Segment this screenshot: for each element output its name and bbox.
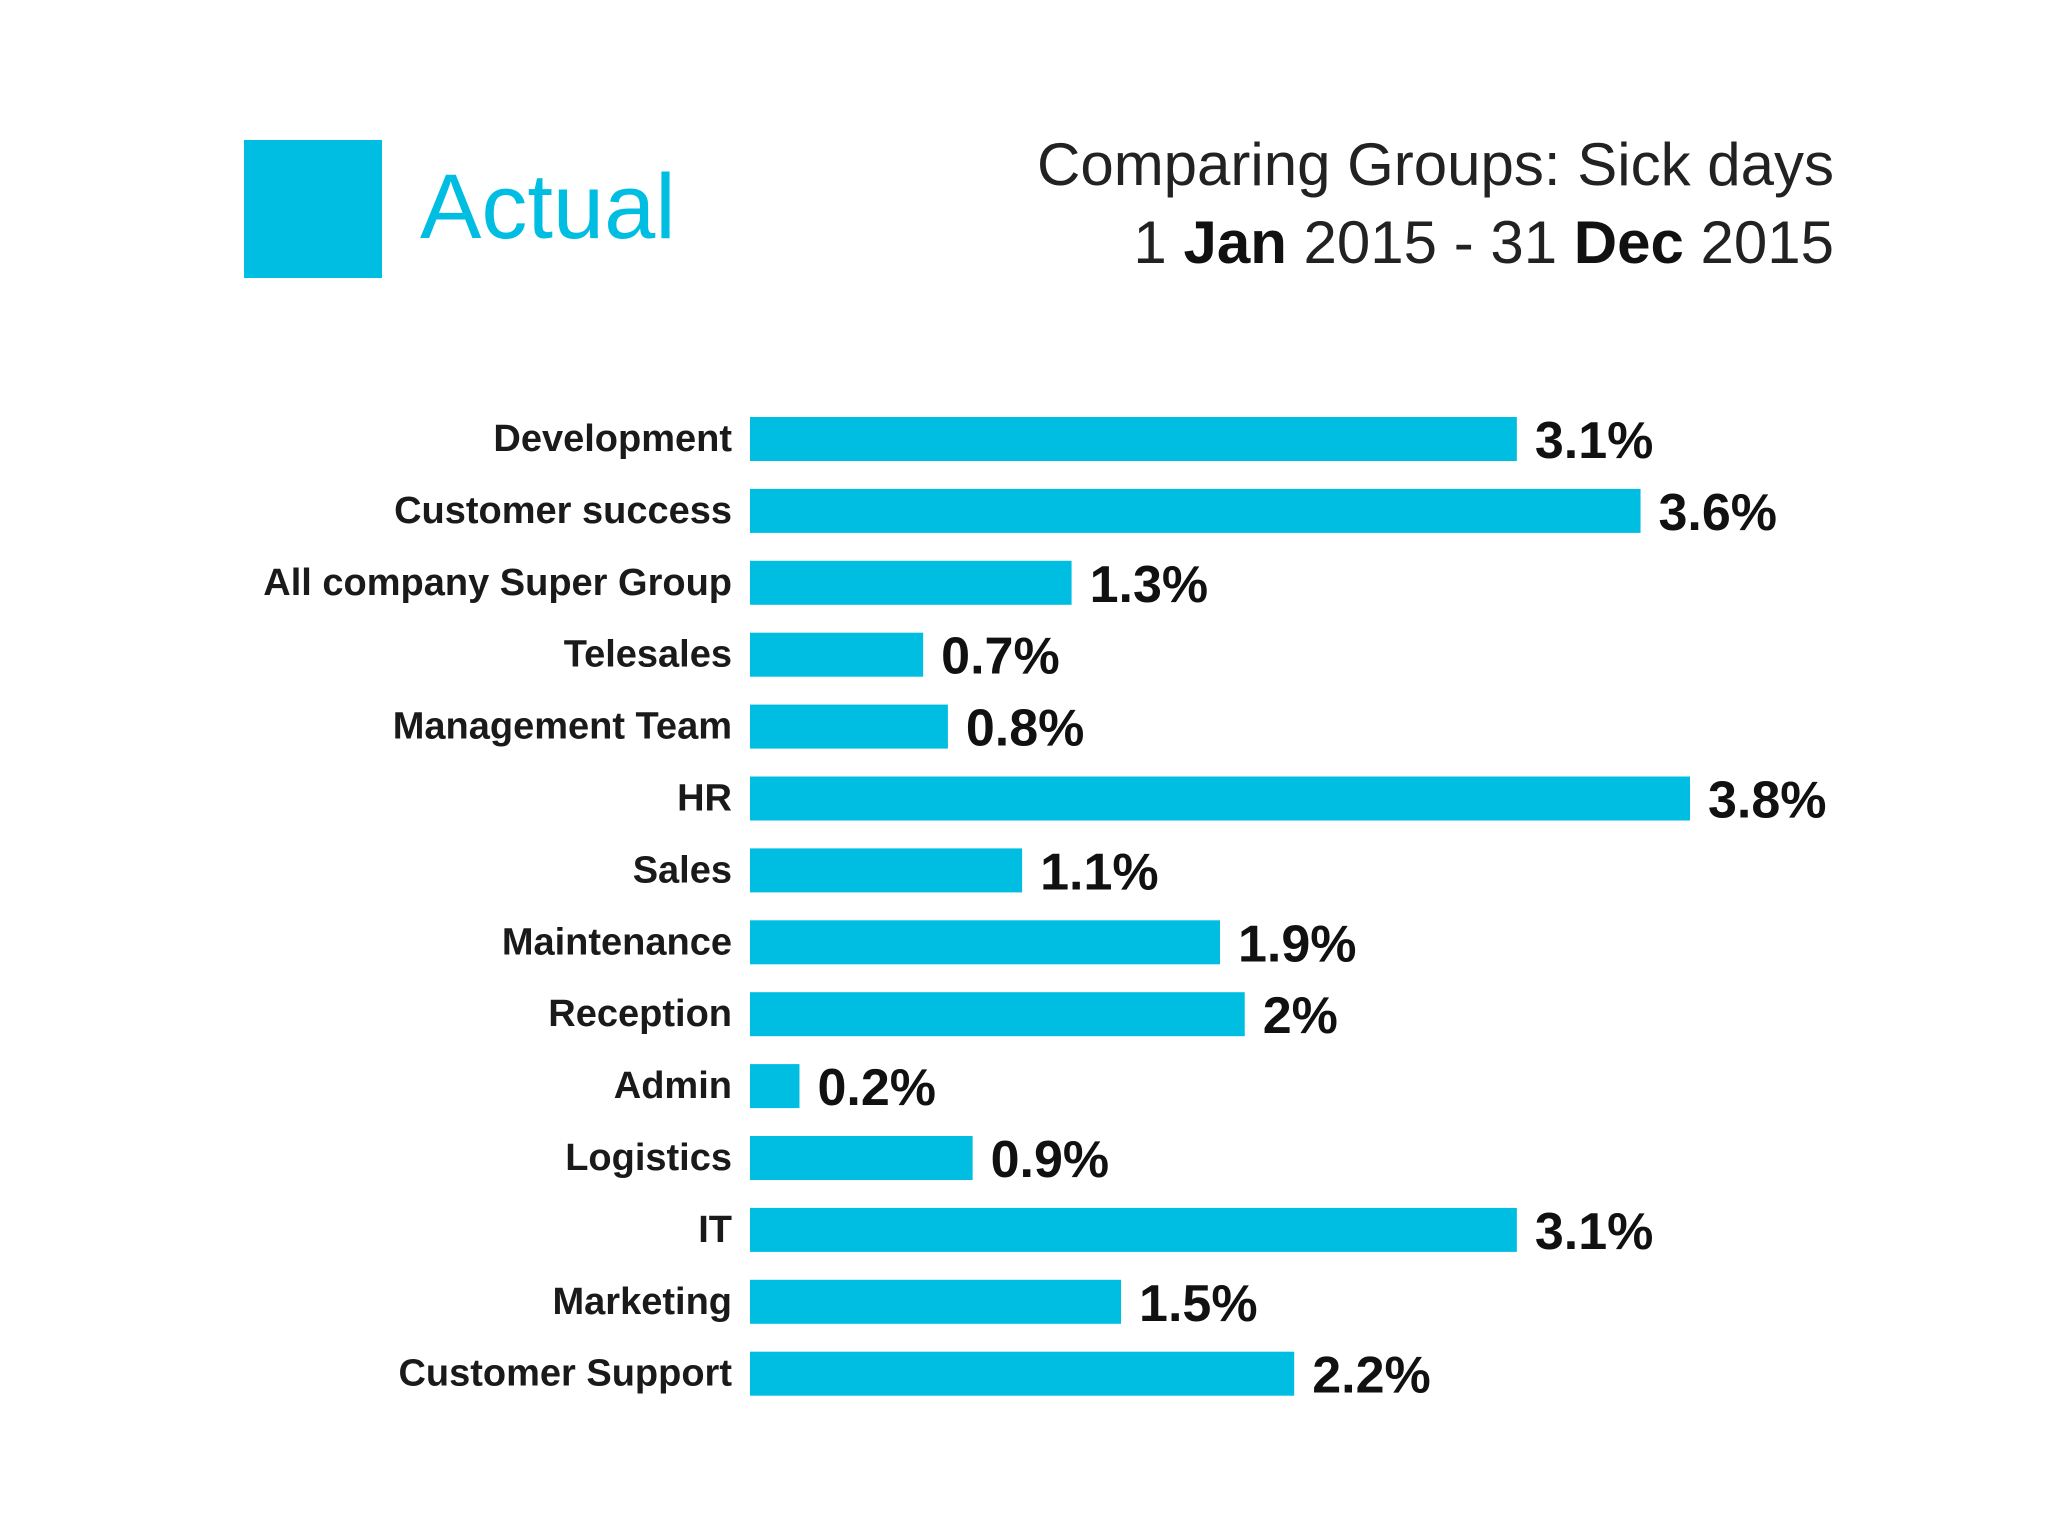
chart-title-line1: Comparing Groups: Sick days: [1037, 131, 1834, 198]
value-label: 0.9%: [991, 1131, 1110, 1189]
value-label: 1.5%: [1139, 1275, 1258, 1333]
end-year: 2015: [1700, 209, 1834, 276]
bar: [750, 632, 924, 677]
chart-title: Comparing Groups: Sick days 1 Jan 2015 -…: [1037, 126, 1834, 282]
category-label: Reception: [548, 993, 732, 1035]
legend-label: Actual: [420, 156, 676, 258]
value-label: 2%: [1263, 987, 1338, 1045]
value-label: 1.9%: [1238, 915, 1357, 973]
value-label: 0.7%: [941, 628, 1060, 686]
bar: [750, 776, 1690, 821]
start-day: 1: [1133, 209, 1167, 276]
end-day: 31: [1490, 209, 1558, 276]
value-label: 3.1%: [1535, 412, 1654, 470]
bar: [750, 560, 1072, 605]
date-separator: -: [1453, 209, 1474, 276]
category-label: All company Super Group: [263, 562, 732, 604]
category-label: Customer Support: [398, 1353, 732, 1395]
bar: [750, 704, 948, 749]
category-label: Customer success: [394, 490, 732, 532]
bar: [750, 1351, 1295, 1396]
start-month: Jan: [1183, 209, 1287, 276]
value-label: 3.1%: [1535, 1203, 1654, 1261]
category-label: Logistics: [565, 1137, 732, 1179]
bar: [750, 1207, 1517, 1252]
bar: [750, 488, 1641, 533]
legend-swatch: [244, 140, 382, 278]
value-label: 3.8%: [1708, 772, 1827, 830]
value-label: 1.1%: [1040, 843, 1159, 901]
value-label: 0.8%: [966, 700, 1085, 758]
category-label: IT: [698, 1209, 732, 1251]
bar: [750, 417, 1517, 461]
value-label: 0.2%: [817, 1059, 936, 1117]
category-label: HR: [677, 778, 732, 820]
bar: [750, 1064, 800, 1109]
bar: [750, 992, 1245, 1037]
bar: [750, 1136, 973, 1180]
category-label: Sales: [633, 849, 732, 891]
bar: [750, 848, 1023, 893]
category-label: Telesales: [564, 634, 732, 676]
bar: [750, 920, 1220, 965]
bar: [750, 1279, 1122, 1324]
category-label: Maintenance: [502, 921, 732, 963]
category-label: Development: [493, 418, 732, 460]
value-label: 2.2%: [1312, 1347, 1431, 1405]
value-label: 1.3%: [1090, 556, 1209, 614]
value-label: 3.6%: [1659, 484, 1778, 542]
category-label: Marketing: [553, 1281, 732, 1323]
category-label: Management Team: [393, 706, 732, 748]
chart-date-range: 1 Jan 2015 - 31 Dec 2015: [1037, 204, 1834, 282]
start-year: 2015: [1303, 209, 1438, 276]
end-month: Dec: [1573, 209, 1684, 276]
category-label: Admin: [614, 1065, 732, 1107]
